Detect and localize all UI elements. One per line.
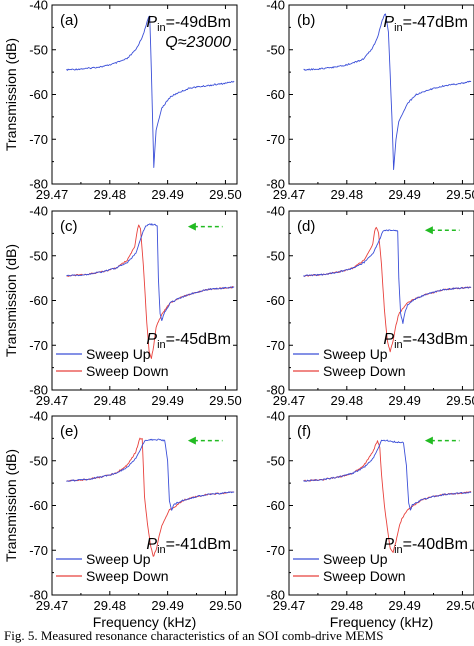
plot-frame — [288, 4, 474, 185]
jump-arrow-head — [424, 226, 433, 235]
x-tick-label: 29.49 — [151, 598, 184, 613]
y-tick-label: -60 — [29, 87, 48, 102]
power-annotation: Pin=-40dBm — [383, 536, 468, 556]
y-tick-label: -60 — [266, 498, 285, 513]
x-tick-label: 29.47 — [36, 393, 69, 408]
panel-label: (b) — [297, 12, 315, 29]
y-tick-label: -50 — [29, 42, 48, 57]
y-tick-label: -60 — [266, 293, 285, 308]
y-tick-label: -60 — [29, 498, 48, 513]
power-annotation: Pin=-41dBm — [146, 536, 231, 556]
y-tick-label: -80 — [29, 383, 48, 398]
y-axis-label: Transmission (dB) — [3, 38, 19, 151]
y-tick-label: -60 — [29, 293, 48, 308]
x-tick-label: 29.49 — [388, 187, 421, 202]
y-tick-label: -70 — [29, 132, 48, 147]
response-line — [66, 15, 235, 168]
y-axis-label: Transmission (dB) — [3, 449, 19, 562]
y-tick-label: -50 — [29, 453, 48, 468]
power-annotation: Pin=-47dBm — [383, 14, 468, 34]
x-axis-label: Frequency (kHz) — [330, 614, 433, 630]
x-tick-label: 29.49 — [388, 393, 421, 408]
jump-arrow-head — [187, 222, 196, 231]
x-tick-label: 29.49 — [388, 598, 421, 613]
x-tick-label: 29.50 — [446, 187, 474, 202]
x-tick-label: 29.50 — [209, 393, 242, 408]
y-tick-label: -50 — [266, 42, 285, 57]
legend-entry: Sweep Up — [86, 551, 151, 567]
panel-label: (e) — [60, 423, 78, 440]
y-tick-label: -40 — [29, 409, 48, 424]
y-tick-label: -50 — [266, 453, 285, 468]
x-tick-label: 29.48 — [331, 187, 364, 202]
y-tick-label: -70 — [266, 132, 285, 147]
power-annotation: Pin=-43dBm — [383, 331, 468, 351]
panel-label: (f) — [297, 423, 311, 440]
figure-caption: Fig. 5. Measured resonance characteristi… — [4, 628, 384, 643]
x-tick-label: 29.48 — [94, 187, 127, 202]
y-tick-label: -80 — [266, 588, 285, 603]
x-tick-label: 29.48 — [94, 393, 127, 408]
legend-entry: Sweep Down — [323, 363, 406, 379]
y-tick-label: -70 — [266, 338, 285, 353]
x-tick-label: 29.50 — [209, 598, 242, 613]
x-tick-label: 29.50 — [446, 598, 474, 613]
y-tick-label: -80 — [29, 588, 48, 603]
panel-label: (d) — [297, 218, 315, 235]
legend-entry: Sweep Up — [86, 346, 151, 362]
x-tick-label: 29.48 — [331, 393, 364, 408]
y-tick-label: -70 — [266, 543, 285, 558]
jump-arrow-head — [424, 436, 433, 445]
y-tick-label: -40 — [266, 0, 285, 13]
x-tick-label: 29.48 — [94, 598, 127, 613]
x-tick-label: 29.48 — [331, 598, 364, 613]
y-tick-label: -80 — [29, 177, 48, 192]
legend-entry: Sweep Down — [323, 568, 406, 584]
jump-arrow-head — [187, 436, 196, 445]
y-tick-label: -70 — [29, 543, 48, 558]
x-tick-label: 29.49 — [151, 393, 184, 408]
x-tick-label: 29.50 — [209, 187, 242, 202]
y-tick-label: -70 — [29, 338, 48, 353]
y-tick-label: -50 — [29, 248, 48, 263]
y-tick-label: -40 — [29, 204, 48, 219]
legend-entry: Sweep Up — [323, 551, 388, 567]
x-tick-label: 29.47 — [273, 393, 306, 408]
legend-entry: Sweep Up — [323, 346, 388, 362]
quality-factor: Q≈23000 — [165, 34, 231, 51]
x-tick-label: 29.47 — [273, 598, 306, 613]
panel-label: (c) — [60, 218, 78, 235]
sweep-up-line — [66, 223, 235, 322]
x-tick-label: 29.47 — [36, 187, 69, 202]
power-annotation: Pin=-49dBm — [146, 14, 231, 34]
x-tick-label: 29.47 — [36, 598, 69, 613]
y-tick-label: -80 — [266, 177, 285, 192]
y-tick-label: -40 — [266, 409, 285, 424]
sweep-up-line — [303, 229, 472, 325]
power-annotation: Pin=-45dBm — [146, 331, 231, 351]
x-axis-label: Frequency (kHz) — [93, 614, 196, 630]
legend-entry: Sweep Down — [86, 568, 169, 584]
x-tick-label: 29.50 — [446, 393, 474, 408]
y-tick-label: -40 — [29, 0, 48, 13]
x-tick-label: 29.49 — [151, 187, 184, 202]
y-tick-label: -60 — [266, 87, 285, 102]
x-tick-label: 29.47 — [273, 187, 306, 202]
y-tick-label: -50 — [266, 248, 285, 263]
sweep-up-line — [303, 439, 472, 511]
y-tick-label: -80 — [266, 383, 285, 398]
legend-entry: Sweep Down — [86, 363, 169, 379]
response-line — [303, 13, 472, 171]
sweep-up-line — [66, 438, 235, 511]
y-axis-label: Transmission (dB) — [3, 244, 19, 357]
y-tick-label: -40 — [266, 204, 285, 219]
panel-label: (a) — [60, 12, 78, 29]
